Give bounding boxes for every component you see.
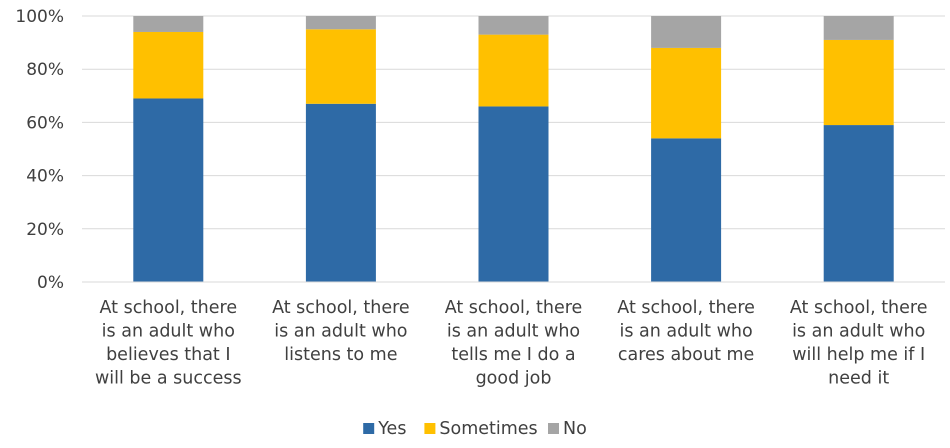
bar-segment-sometimes <box>133 31 204 99</box>
category-label: will help me if I <box>792 345 925 365</box>
bar-segment-yes <box>823 125 894 282</box>
y-tick-label: 0% <box>37 273 64 293</box>
y-tick-label: 20% <box>26 220 64 240</box>
category-label: tells me I do a <box>451 345 575 365</box>
legend-label: No <box>563 419 587 439</box>
category-label: need it <box>828 369 889 389</box>
bar-segment-no <box>651 16 722 48</box>
category-label: At school, there <box>790 298 928 318</box>
legend-label: Yes <box>377 419 406 439</box>
bar-segment-yes <box>133 98 204 283</box>
bars <box>133 16 894 283</box>
category-label: is an adult who <box>792 322 925 342</box>
bar-segment-yes <box>651 138 722 282</box>
category-label: is an adult who <box>102 322 235 342</box>
y-tick-label: 100% <box>15 7 64 27</box>
bar-segment-no <box>823 16 894 40</box>
legend-swatch-no <box>548 423 559 434</box>
bar-segment-no <box>478 16 549 35</box>
bar-segment-no <box>305 16 376 30</box>
bar-segment-no <box>133 16 204 32</box>
category-label: At school, there <box>272 298 410 318</box>
bar-segment-sometimes <box>651 47 722 139</box>
y-axis-ticks: 0% 20% 40% 60% 80% 100% <box>15 7 64 293</box>
y-tick-label: 80% <box>26 60 64 80</box>
bar-segment-yes <box>305 103 376 282</box>
legend: Yes Sometimes No <box>363 419 587 439</box>
category-label: will be a success <box>95 369 242 389</box>
legend-swatch-yes <box>363 423 375 434</box>
bar-segment-sometimes <box>823 39 894 126</box>
bar-segment-yes <box>478 106 549 282</box>
category-label: is an adult who <box>619 322 752 342</box>
legend-label: Sometimes <box>439 419 537 439</box>
category-label: is an adult who <box>447 322 580 342</box>
category-labels: At school, there is an adult who believes … <box>95 298 928 389</box>
category-label: good job <box>476 369 552 389</box>
category-label: At school, there <box>445 298 583 318</box>
y-tick-label: 60% <box>26 113 64 133</box>
bar-segment-sometimes <box>305 29 376 104</box>
category-label: At school, there <box>99 298 237 318</box>
bar-segment-sometimes <box>478 34 549 107</box>
category-label: is an adult who <box>274 322 407 342</box>
category-label: At school, there <box>617 298 755 318</box>
category-label: cares about me <box>618 345 754 365</box>
legend-swatch-sometimes <box>424 423 436 434</box>
y-tick-label: 40% <box>26 167 64 187</box>
category-label: listens to me <box>284 345 397 365</box>
category-label: believes that I <box>106 345 230 365</box>
